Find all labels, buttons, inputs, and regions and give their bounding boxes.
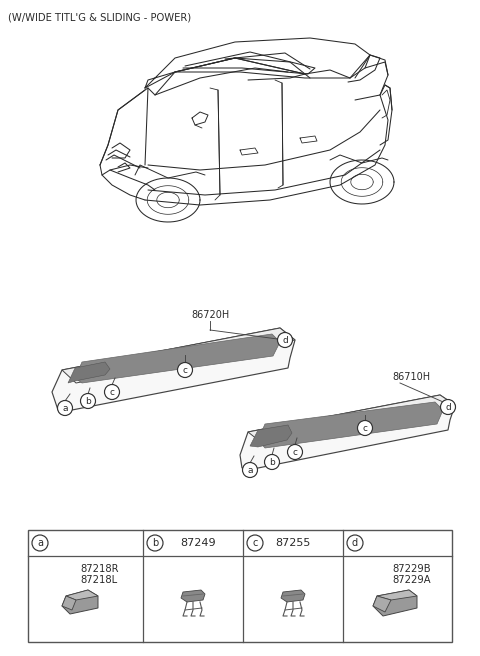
Text: a: a — [37, 539, 43, 548]
Polygon shape — [377, 590, 417, 600]
Polygon shape — [240, 395, 455, 468]
Circle shape — [81, 394, 96, 409]
Text: 86720H: 86720H — [191, 310, 229, 320]
Text: (W/WIDE TITL'G & SLIDING - POWER): (W/WIDE TITL'G & SLIDING - POWER) — [8, 12, 191, 22]
Text: 87218R: 87218R — [80, 564, 119, 574]
Text: a: a — [62, 404, 68, 413]
Circle shape — [105, 384, 120, 400]
Text: c: c — [362, 424, 368, 433]
Text: 87249: 87249 — [180, 538, 216, 548]
Text: 87218L: 87218L — [80, 575, 117, 585]
Circle shape — [264, 455, 279, 470]
Text: c: c — [182, 366, 188, 375]
Circle shape — [147, 535, 163, 551]
Text: 87229B: 87229B — [392, 564, 431, 574]
Polygon shape — [181, 590, 205, 602]
Polygon shape — [373, 590, 417, 616]
Polygon shape — [68, 362, 110, 383]
Circle shape — [32, 535, 48, 551]
Text: a: a — [247, 466, 253, 475]
Text: d: d — [282, 336, 288, 345]
Polygon shape — [52, 328, 295, 410]
Polygon shape — [62, 328, 295, 383]
Text: 86710H: 86710H — [392, 372, 430, 382]
Polygon shape — [62, 596, 76, 610]
Circle shape — [358, 420, 372, 436]
Text: b: b — [85, 397, 91, 406]
Text: c: c — [292, 448, 298, 457]
Text: d: d — [445, 403, 451, 412]
Circle shape — [288, 445, 302, 459]
Circle shape — [58, 401, 72, 415]
Text: b: b — [152, 539, 158, 548]
Polygon shape — [250, 425, 292, 447]
Circle shape — [242, 462, 257, 478]
Circle shape — [277, 333, 292, 348]
Text: 87229A: 87229A — [392, 575, 431, 585]
Polygon shape — [75, 334, 280, 383]
Circle shape — [441, 400, 456, 415]
Polygon shape — [373, 596, 391, 612]
Circle shape — [347, 535, 363, 551]
Text: 87255: 87255 — [276, 538, 311, 548]
Text: d: d — [352, 539, 358, 548]
Polygon shape — [248, 395, 455, 443]
Polygon shape — [281, 590, 305, 602]
Text: b: b — [269, 458, 275, 467]
Circle shape — [247, 535, 263, 551]
Polygon shape — [66, 590, 98, 600]
Polygon shape — [258, 402, 443, 448]
Circle shape — [178, 363, 192, 377]
Text: c: c — [109, 388, 115, 397]
Polygon shape — [62, 590, 98, 614]
Text: c: c — [252, 539, 258, 548]
